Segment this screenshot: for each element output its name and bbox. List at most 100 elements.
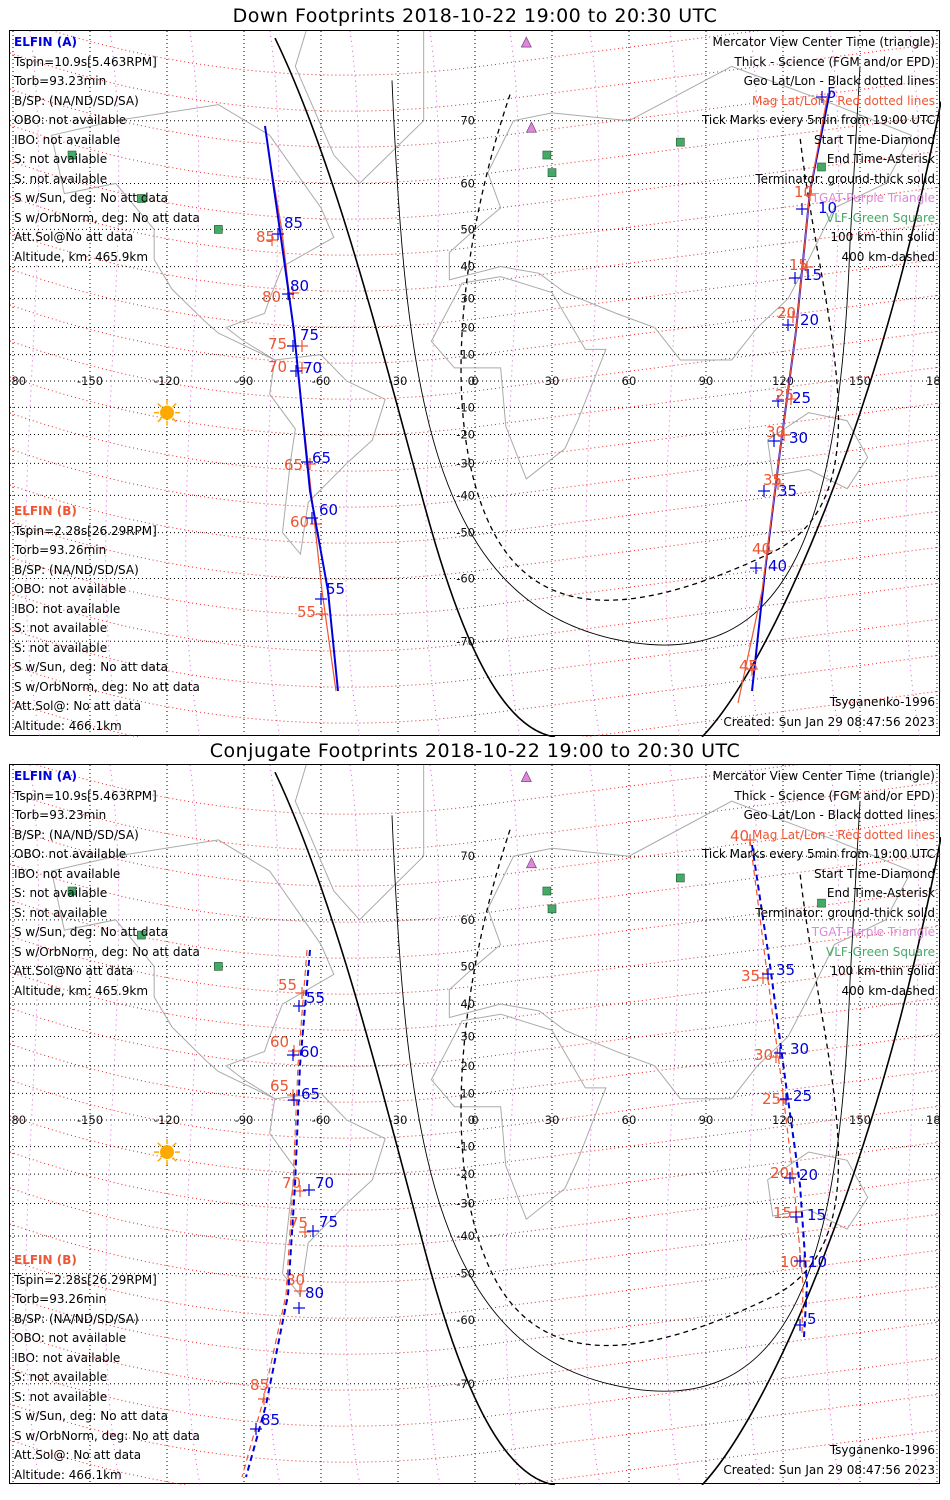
track-time-label: 85 [256, 228, 275, 246]
elfin-b-line: S: not available [14, 1389, 108, 1404]
elfin-b-track-2: 10 15 20 25 30 35 40 45 [737, 92, 829, 704]
mag-parallel [10, 474, 941, 544]
legend-item: TGAT-Purple Triangle [811, 925, 935, 939]
lat-tick-label: -20 [456, 1167, 475, 1181]
green-square-icon [67, 150, 77, 160]
mag-meridian [665, 765, 681, 1485]
elfin-a-line: Tspin=10.9s[5.463RPM] [14, 788, 157, 803]
legend-item: Start Time-Diamond [813, 866, 935, 881]
terminator-ground [274, 37, 556, 737]
lat-tick-label: -50 [456, 526, 475, 540]
terminator-ground [701, 101, 941, 737]
lat-tick-label: 40 [460, 260, 475, 274]
sun-disc [160, 405, 174, 420]
track-time-label: 20 [799, 1166, 818, 1184]
panel-title: Conjugate Footprints 2018-10-22 19:00 to… [209, 740, 741, 762]
elfin-a-line: Torb=93.23min [14, 808, 107, 822]
track-time-label: 20 [770, 1164, 789, 1182]
sun-ray [157, 1157, 162, 1162]
elfin-b-track-1-line [241, 949, 308, 1478]
greenland-outline [294, 765, 425, 921]
legend-item: 400 km-dashed [841, 249, 935, 264]
africa-outline [430, 276, 607, 480]
terminator-ground [274, 771, 556, 1485]
lon-tick-label: -180 [10, 374, 26, 388]
track-time-label: 10 [794, 183, 813, 201]
mag-meridian [505, 765, 521, 1485]
track-time-label: 5 [807, 1310, 817, 1328]
elfin-b-line: B/SP: (NA/ND/SD/SA) [14, 1311, 139, 1326]
green-square-icon [214, 962, 223, 971]
elfin-a-track-1-line [245, 949, 311, 1478]
elfin-a-line: Att.Sol@No att data [14, 964, 134, 978]
lat-tick-label: 60 [460, 913, 475, 927]
green-square-icon [137, 194, 146, 203]
track-time-label: 5 [827, 84, 837, 102]
legend-item: Geo Lat/Lon - Black dotted lines [743, 808, 935, 822]
track-time-label: 85 [284, 214, 303, 232]
lon-tick-label: -60 [312, 374, 331, 388]
lat-tick-label: 20 [460, 1059, 475, 1073]
elfin-b-line: Att.Sol@: No att data [14, 1448, 142, 1462]
mag-parallel [10, 222, 941, 292]
elfin-a-info: ELFIN (A) Tspin=10.9s[5.463RPM] Torb=93.… [14, 767, 200, 1001]
track-time-label: 60 [270, 1033, 289, 1051]
mag-meridian [185, 765, 201, 1485]
stations [67, 770, 826, 971]
mag-parallel [10, 150, 941, 220]
track-time-label: 75 [300, 326, 319, 344]
terminator-100km [391, 800, 861, 1392]
continents [50, 31, 913, 556]
elfin-b-line: IBO: not available [14, 601, 121, 616]
elfin-a-line: S w/OrbNorm, deg: No att data [14, 944, 200, 959]
track-time-label: 60 [290, 513, 309, 531]
elfin-b-line: Torb=93.26min [14, 543, 107, 557]
lon-tick-label: -120 [154, 374, 180, 388]
mag-parallel [10, 853, 941, 923]
footer-right: Tsyganenko-1996 Created: Sun Jan 29 08:4… [723, 693, 935, 732]
elfin-a-line: Altitude, km: 465.9km [14, 983, 149, 998]
lon-tick-label: -120 [154, 1113, 180, 1127]
lat-tick-label: -10 [456, 1140, 475, 1154]
track-time-label: 30 [766, 423, 785, 441]
lon-tick-label: -60 [312, 1113, 331, 1127]
axis-labels: -180 -150 -120 -90 -60 -30 0 30 60 90 120 150 180 70 6… [10, 849, 941, 1391]
mag-parallel [10, 402, 941, 472]
track-time-label: 65 [301, 1085, 320, 1103]
track-time-label: 30 [754, 1046, 773, 1064]
lon-tick-label: -150 [77, 374, 103, 388]
sun-disc [160, 1145, 174, 1160]
mag-parallel [10, 690, 941, 737]
lat-tick-label: 20 [460, 321, 475, 335]
elfin-b-line: Att.Sol@: No att data [14, 699, 142, 713]
track-time-label: 55 [278, 976, 297, 994]
green-square-icon [542, 150, 552, 160]
sun-ray [157, 402, 162, 408]
track-time-label: 65 [312, 449, 331, 467]
model-name: Tsyganenko-1996 [829, 695, 935, 709]
lon-tick-label: -30 [389, 374, 408, 388]
lat-tick-label: 70 [460, 849, 475, 863]
elfin-b-track-2-line [749, 839, 804, 1336]
terminator-ground [701, 836, 941, 1485]
elfin-a-name: ELFIN (A) [14, 769, 77, 783]
eurasia-outline [448, 65, 913, 361]
track-time-label: 45 [739, 657, 758, 675]
track-time-label: 30 [790, 1040, 809, 1058]
mag-parallel [10, 42, 941, 112]
legend-item: End Time-Asterisk [826, 886, 935, 900]
lat-tick-label: 50 [460, 959, 475, 973]
track-time-label: 80 [290, 277, 309, 295]
track-time-label: 20 [777, 304, 796, 322]
track-time-label: 70 [303, 359, 322, 377]
track-time-label: 80 [262, 288, 281, 306]
south-america-outline [269, 1092, 386, 1297]
lon-tick-label: 0 [471, 1113, 478, 1127]
mag-parallel [10, 1429, 941, 1485]
track-time-label: 85 [250, 1376, 269, 1394]
lon-tick-label: 60 [622, 374, 637, 388]
elfin-b-line: Tspin=2.28s[26.29RPM] [14, 1272, 157, 1287]
lat-tick-label: 50 [460, 222, 475, 236]
elfin-a-line: B/SP: (NA/ND/SD/SA) [14, 93, 139, 108]
elfin-b-track-1: 55 60 65 70 75 80 85 [241, 949, 311, 1478]
